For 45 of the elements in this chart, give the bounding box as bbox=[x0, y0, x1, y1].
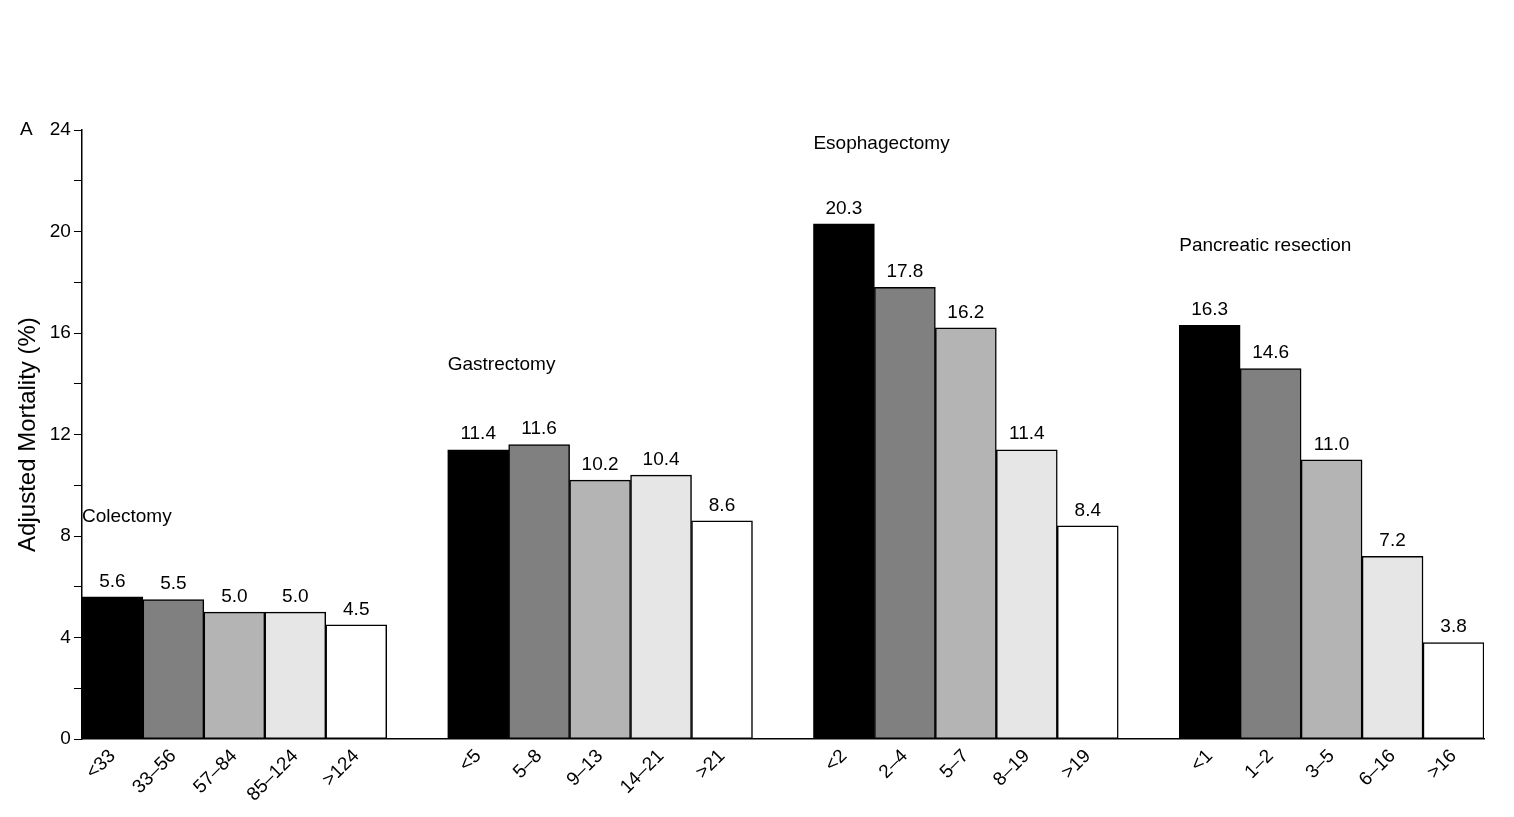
y-tick-label: 8 bbox=[60, 524, 71, 546]
y-axis-title: Adjusted Mortality (%) bbox=[13, 317, 41, 552]
data-label: 10.2 bbox=[581, 452, 619, 474]
x-tick-label: >21 bbox=[690, 744, 729, 783]
x-tick-label: <33 bbox=[81, 744, 119, 783]
data-label: 17.8 bbox=[886, 260, 924, 282]
data-label: 5.0 bbox=[282, 584, 309, 606]
data-label: 8.4 bbox=[1074, 498, 1102, 520]
x-tick-label: 3–5 bbox=[1300, 744, 1339, 783]
data-label: 8.6 bbox=[708, 493, 736, 515]
x-tick-label: >16 bbox=[1422, 744, 1461, 783]
x-tick-label: 2–4 bbox=[874, 744, 912, 783]
data-label: 5.6 bbox=[99, 569, 126, 591]
data-label: 11.4 bbox=[1009, 422, 1046, 444]
annotation: Esophagectomy bbox=[813, 132, 951, 154]
data-label: 5.5 bbox=[160, 572, 187, 594]
data-label: 7.2 bbox=[1379, 529, 1406, 551]
x-tick-label: >19 bbox=[1056, 744, 1095, 783]
data-label: 10.4 bbox=[642, 447, 680, 469]
data-label: 16.3 bbox=[1191, 298, 1229, 320]
data-label: 5.0 bbox=[221, 584, 248, 606]
y-tick-label: 16 bbox=[49, 321, 71, 343]
y-tick-label: 20 bbox=[49, 219, 71, 241]
data-label: 16.2 bbox=[947, 300, 985, 322]
data-label: 11.0 bbox=[1313, 432, 1350, 454]
x-tick-label: <1 bbox=[1186, 744, 1217, 775]
y-tick-label: 24 bbox=[49, 118, 72, 140]
x-tick-label: <5 bbox=[454, 744, 485, 775]
text: A bbox=[20, 118, 33, 140]
data-label: 11.4 bbox=[460, 422, 497, 444]
annotation: Gastrectomy bbox=[447, 352, 556, 374]
data-label: 4.5 bbox=[343, 597, 370, 619]
y-tick-label: 4 bbox=[60, 625, 72, 647]
data-label: 20.3 bbox=[825, 196, 863, 218]
y-tick-label: 0 bbox=[60, 727, 71, 749]
x-tick-label: 1–2 bbox=[1239, 744, 1278, 783]
x-tick-label: 5–8 bbox=[508, 744, 546, 783]
annotation: Pancreatic resection bbox=[1179, 233, 1352, 255]
x-tick-label: <2 bbox=[820, 744, 851, 775]
data-label: 3.8 bbox=[1440, 615, 1467, 637]
data-label: 14.6 bbox=[1252, 341, 1290, 363]
annotation: Colectomy bbox=[81, 505, 173, 527]
x-tick-label: 5–7 bbox=[935, 744, 973, 783]
y-tick-label: 12 bbox=[49, 422, 71, 444]
data-label: 11.6 bbox=[521, 417, 557, 439]
